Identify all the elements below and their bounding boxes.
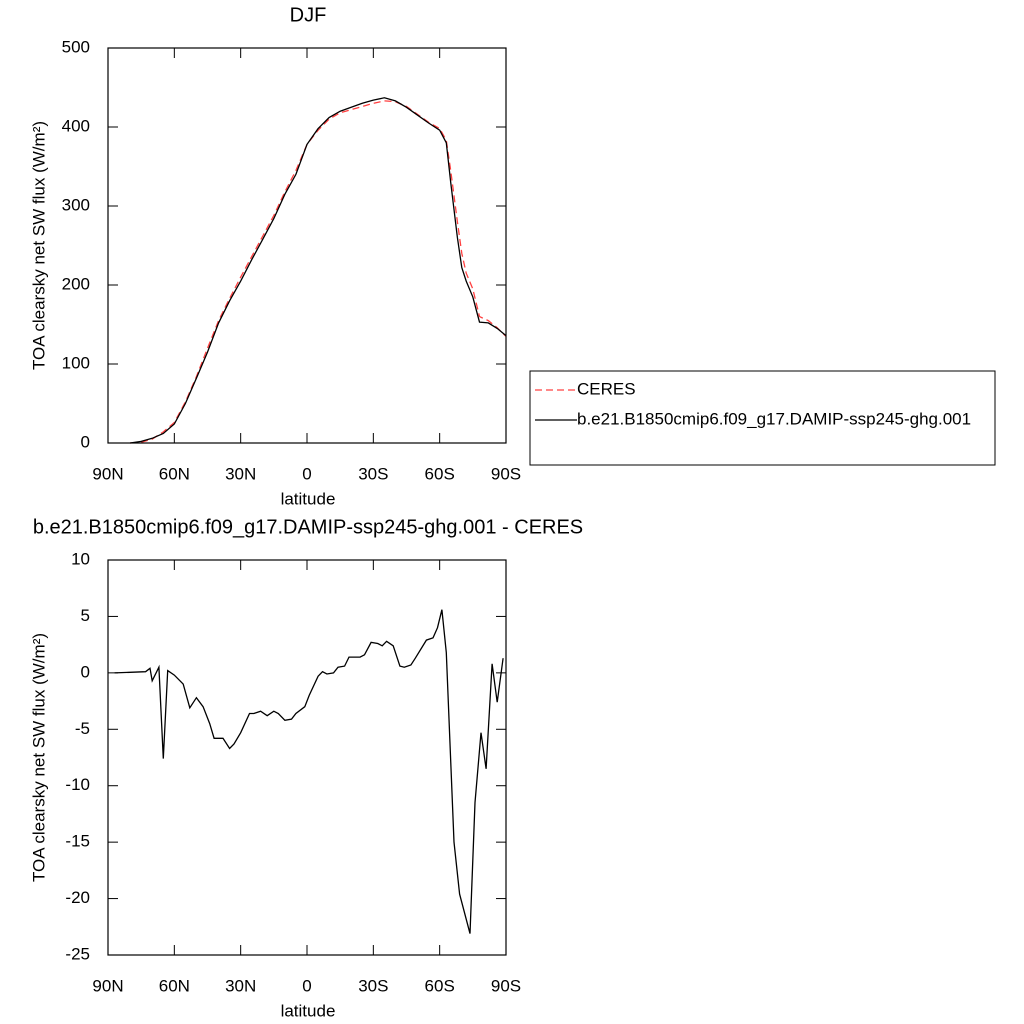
x-tick-label: 90N <box>92 976 123 995</box>
x-axis-label: latitude <box>281 1001 336 1020</box>
data-line <box>130 97 507 444</box>
y-tick-label: -10 <box>65 775 90 794</box>
x-tick-label: 60N <box>159 976 190 995</box>
x-tick-label: 90S <box>491 464 521 483</box>
y-tick-label: 10 <box>71 549 90 568</box>
y-axis-label: TOA clearsky net SW flux (W/m²) <box>29 121 48 370</box>
y-axis-label: TOA clearsky net SW flux (W/m²) <box>29 633 48 882</box>
y-tick-label: 200 <box>62 274 90 293</box>
y-tick-label: -20 <box>65 888 90 907</box>
y-tick-label: 5 <box>81 606 90 625</box>
x-tick-label: 60N <box>159 464 190 483</box>
plot-frame <box>107 47 507 444</box>
y-tick-label: 500 <box>62 37 90 56</box>
legend-box <box>529 370 996 466</box>
chart-title: b.e21.B1850cmip6.f09_g17.DAMIP-ssp245-gh… <box>33 516 583 538</box>
y-tick-label: -15 <box>65 832 90 851</box>
x-tick-label: 90N <box>92 464 123 483</box>
x-tick-label: 90S <box>491 976 521 995</box>
chart-title: DJF <box>290 4 327 26</box>
y-tick-label: 400 <box>62 116 90 135</box>
y-tick-label: 0 <box>81 662 90 681</box>
x-tick-label: 0 <box>302 464 311 483</box>
x-tick-label: 60S <box>425 976 455 995</box>
x-tick-label: 0 <box>302 976 311 995</box>
y-tick-label: 100 <box>62 353 90 372</box>
plot-frame <box>107 559 507 956</box>
data-line <box>114 609 504 934</box>
x-tick-label: 30S <box>358 464 388 483</box>
x-tick-label: 60S <box>425 464 455 483</box>
y-tick-label: 300 <box>62 195 90 214</box>
y-tick-label: -25 <box>65 944 90 963</box>
data-line <box>130 100 507 444</box>
legend-label: CERES <box>577 379 636 398</box>
x-tick-label: 30S <box>358 976 388 995</box>
y-tick-label: -5 <box>75 719 90 738</box>
y-tick-label: 0 <box>81 432 90 451</box>
legend-label: b.e21.B1850cmip6.f09_g17.DAMIP-ssp245-gh… <box>577 409 971 428</box>
x-tick-label: 30N <box>225 464 256 483</box>
x-axis-label: latitude <box>281 489 336 508</box>
x-tick-label: 30N <box>225 976 256 995</box>
